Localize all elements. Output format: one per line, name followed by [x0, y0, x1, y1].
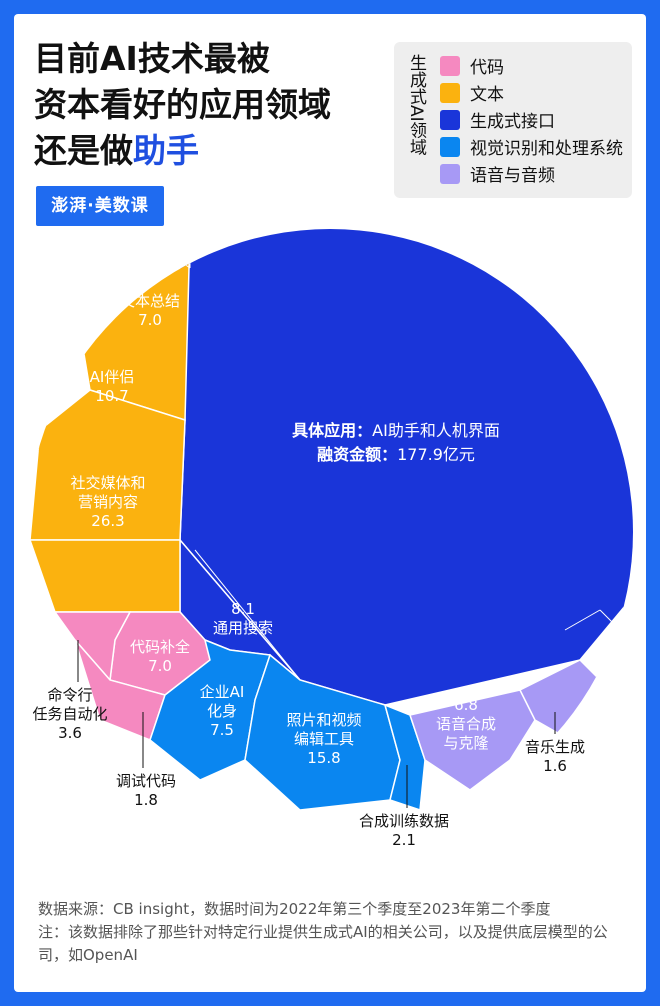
- legend-title: 生成式AI领域: [406, 54, 426, 156]
- cell-divider: [177, 229, 191, 231]
- cell-label-通用搜索: 8.1 通用搜索: [213, 600, 273, 637]
- legend-item-audio: 语音与音频: [440, 160, 623, 187]
- cell-label-企业AI化身: 企业AI 化身 7.5: [200, 683, 245, 739]
- cell-命令行任务自动化: [53, 611, 132, 682]
- outside-label-调试代码: 调试代码 1.8: [116, 772, 176, 809]
- callout-app: 具体应用：AI助手和人机界面: [292, 421, 500, 440]
- title-line-3-prefix: 还是做: [34, 131, 133, 170]
- callout-funding: 融资金额：177.9亿元: [317, 445, 475, 464]
- legend-item-code: 代码: [440, 52, 623, 79]
- outside-label-合成训练数据: 合成训练数据 2.1: [359, 812, 449, 849]
- cell-label-AI伴侣: AI伴侣 10.7: [90, 368, 135, 405]
- infographic-card: 目前AI技术最被 资本看好的应用领域 还是做助手 澎湃·美数课 生成式AI领域 …: [14, 14, 646, 992]
- legend-swatch: [440, 82, 460, 103]
- cell-divider: [194, 549, 301, 681]
- note-line: 注：该数据排除了那些针对特定行业提供生成式AI的相关公司，以及提供底层模型的公司…: [38, 923, 608, 964]
- outside-label-音乐生成: 音乐生成 1.6: [525, 738, 585, 775]
- source-notes: 数据来源：CB insight，数据时间为2022年第三个季度至2023年第二个…: [38, 898, 628, 967]
- cell-label-文本总结: 文本总结 7.0: [120, 292, 180, 329]
- source-line: 数据来源：CB insight，数据时间为2022年第三个季度至2023年第二个…: [38, 900, 551, 918]
- cell-label-代码补全: 代码补全 7.0: [130, 638, 190, 675]
- legend-swatch: [440, 136, 460, 157]
- title-line-2: 资本看好的应用领域: [34, 85, 331, 124]
- cell-group: [28, 229, 633, 812]
- cell-divider: [599, 609, 633, 651]
- title-highlight: 助手: [133, 131, 199, 170]
- legend-item-text: 文本: [440, 79, 623, 106]
- title-line-1: 目前AI技术最被: [34, 39, 270, 78]
- legend-label: 代码: [470, 58, 504, 78]
- legend: 生成式AI领域 代码 文本 生成式接口 视觉识别和处理系统 语音与音频: [394, 42, 632, 198]
- publisher-logo: 澎湃·美数课: [36, 186, 164, 226]
- legend-item-vision: 视觉识别和处理系统: [440, 133, 623, 160]
- outside-label-命令行任务自动化: 命令行任务自动化 3.6: [32, 686, 107, 742]
- legend-label: 语音与音频: [470, 166, 555, 186]
- cell-label-语音合成与克隆: 6.8 语音合成与克隆: [436, 696, 496, 752]
- legend-label: 视觉识别和处理系统: [470, 139, 623, 159]
- legend-list: 代码 文本 生成式接口 视觉识别和处理系统 语音与音频: [440, 52, 623, 187]
- legend-label: 文本: [470, 85, 504, 105]
- cell-label-照片和视频编辑工具: 照片和视频编辑工具 15.8: [286, 711, 361, 767]
- page-title: 目前AI技术最被 资本看好的应用领域 还是做助手: [34, 36, 331, 174]
- cell-label-社交媒体和营销内容: 社交媒体和营销内容 26.3: [70, 474, 145, 530]
- legend-label: 生成式接口: [470, 112, 555, 132]
- cell-音乐生成: [518, 659, 601, 742]
- cell-divider: [564, 609, 601, 631]
- legend-swatch: [440, 55, 460, 76]
- cell-社交媒体和营销内容: [28, 539, 181, 613]
- cell-企业AI化身: [149, 638, 272, 781]
- legend-item-generative-interface: 生成式接口: [440, 106, 623, 133]
- title-line-3: 还是做助手: [34, 128, 331, 174]
- cell-AI伴侣: [29, 389, 186, 541]
- legend-swatch: [440, 109, 460, 130]
- cell-divider: [149, 239, 191, 269]
- legend-swatch: [440, 163, 460, 184]
